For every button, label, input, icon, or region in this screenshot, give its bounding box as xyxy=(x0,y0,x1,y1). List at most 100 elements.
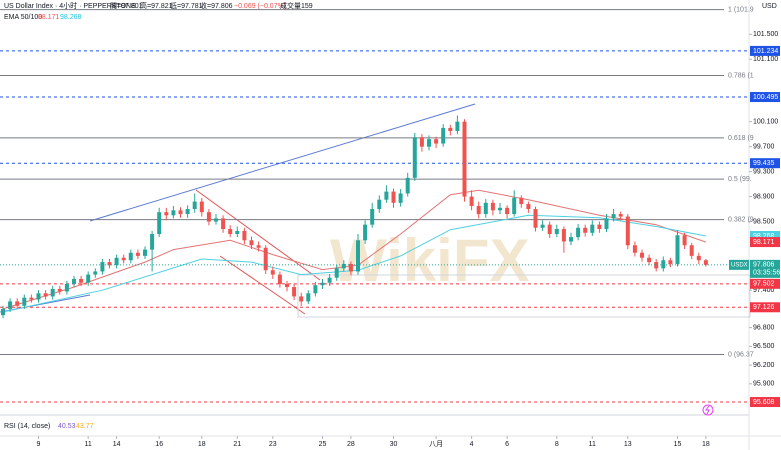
candle-body xyxy=(682,235,687,246)
candle-body xyxy=(206,212,211,222)
candle-body xyxy=(476,205,481,215)
x-tick-label: 25 xyxy=(319,441,327,448)
candle-body xyxy=(363,224,368,241)
candle-body xyxy=(107,262,112,266)
candle-body xyxy=(483,202,488,215)
header-symbol: US Dollar Index · 4小时 · PEPPERSTONE xyxy=(4,1,136,10)
symbol-tag-label: USDX xyxy=(731,262,748,268)
candle-body xyxy=(391,191,396,203)
candle-body xyxy=(654,262,659,269)
candle-body xyxy=(1,308,5,316)
ema-tag xyxy=(750,231,780,242)
ema-tag-label: 98.171 xyxy=(753,239,775,246)
candle-body xyxy=(398,193,403,203)
candle-body xyxy=(185,209,190,215)
alert-bolt[interactable] xyxy=(705,405,710,415)
y-tick-label: 99.700 xyxy=(753,143,775,150)
x-tick-label: 8 xyxy=(555,441,559,448)
candle-body xyxy=(114,257,119,266)
x-tick-label: 23 xyxy=(269,441,277,448)
candle-body xyxy=(221,218,226,230)
y-tick-label: 96.500 xyxy=(753,343,775,350)
candle-body xyxy=(427,139,431,147)
candle-body xyxy=(434,139,439,144)
candle-body xyxy=(611,214,616,219)
candle-body xyxy=(242,230,247,241)
alert-circle[interactable] xyxy=(702,404,714,416)
candle-body xyxy=(15,301,20,306)
candle-body xyxy=(505,207,510,215)
candle-body xyxy=(50,288,55,297)
header-high: 高=97.821 xyxy=(140,1,173,10)
candle-body xyxy=(590,224,595,233)
candle-body xyxy=(178,210,183,215)
candle-body xyxy=(100,262,105,272)
candle-body xyxy=(689,245,694,256)
rsi-label: RSI (14, close) xyxy=(4,423,50,430)
trend-line xyxy=(89,103,476,222)
candle-body xyxy=(547,224,552,235)
candle-body xyxy=(703,260,708,265)
ema-value: 98.268 xyxy=(60,14,82,21)
candle-body xyxy=(519,197,524,205)
x-tick-label: 9 xyxy=(37,441,41,448)
candle-body xyxy=(647,257,652,263)
candle-body xyxy=(285,283,289,288)
candle-body xyxy=(661,260,666,269)
fib-label: 0.5 (99. xyxy=(728,176,752,183)
header-close: 收=97.806 xyxy=(200,1,233,10)
y-tick-label: 101.500 xyxy=(753,31,778,38)
price-tag-label: 101.234 xyxy=(753,48,778,55)
candle-body xyxy=(583,227,588,233)
candle-body xyxy=(143,249,147,256)
candle-body xyxy=(448,127,453,132)
candle-body xyxy=(604,218,609,230)
candle-body xyxy=(384,191,389,200)
candle-body xyxy=(164,212,169,216)
price-tag xyxy=(750,302,780,313)
fib-label: 0 (96.37 xyxy=(728,351,754,358)
alert-icon[interactable] xyxy=(702,404,714,416)
candle-body xyxy=(455,121,460,132)
range-box xyxy=(297,274,751,318)
last-price-tag xyxy=(750,259,780,278)
candle-body xyxy=(150,234,155,250)
header-change: −0.069 (−0.07%) xyxy=(234,3,286,10)
price-tag-label: 100.495 xyxy=(753,94,778,101)
candle-body xyxy=(214,218,218,222)
x-tick-label: 14 xyxy=(113,441,121,448)
rsi-value: 40.53 xyxy=(58,423,76,430)
rsi-value: 43.77 xyxy=(76,423,94,430)
candle-body xyxy=(135,252,140,256)
candle-body xyxy=(441,127,446,144)
candle-body xyxy=(554,229,559,235)
candle-body xyxy=(64,283,69,292)
fib-label: 0.382 (9 xyxy=(728,217,754,224)
x-tick-label: 11 xyxy=(589,441,596,448)
y-tick-label: 97.400 xyxy=(753,287,775,294)
candle-body xyxy=(462,121,467,197)
price-tag-label: 95.608 xyxy=(753,399,775,406)
x-tick-label: 八月 xyxy=(429,440,443,448)
candle-body xyxy=(469,196,474,206)
y-tick-label: 98.500 xyxy=(753,218,775,225)
candle-body xyxy=(128,252,133,261)
candle-body xyxy=(292,287,297,297)
ema-line xyxy=(2,214,706,313)
candle-body xyxy=(540,224,545,228)
y-tick-label: 95.900 xyxy=(753,381,775,388)
y-tick-label: 100.100 xyxy=(753,119,778,126)
candle-body xyxy=(306,293,311,302)
price-tag xyxy=(750,158,780,169)
price-tag xyxy=(750,92,780,103)
candle-body xyxy=(256,245,261,248)
candle-body xyxy=(675,235,680,264)
candle-body xyxy=(22,297,27,306)
candle-body xyxy=(597,224,602,230)
candle-body xyxy=(277,274,282,284)
fib-label: 0.618 (9 xyxy=(728,135,754,142)
candle-body xyxy=(569,237,573,242)
trend-line xyxy=(219,255,306,315)
